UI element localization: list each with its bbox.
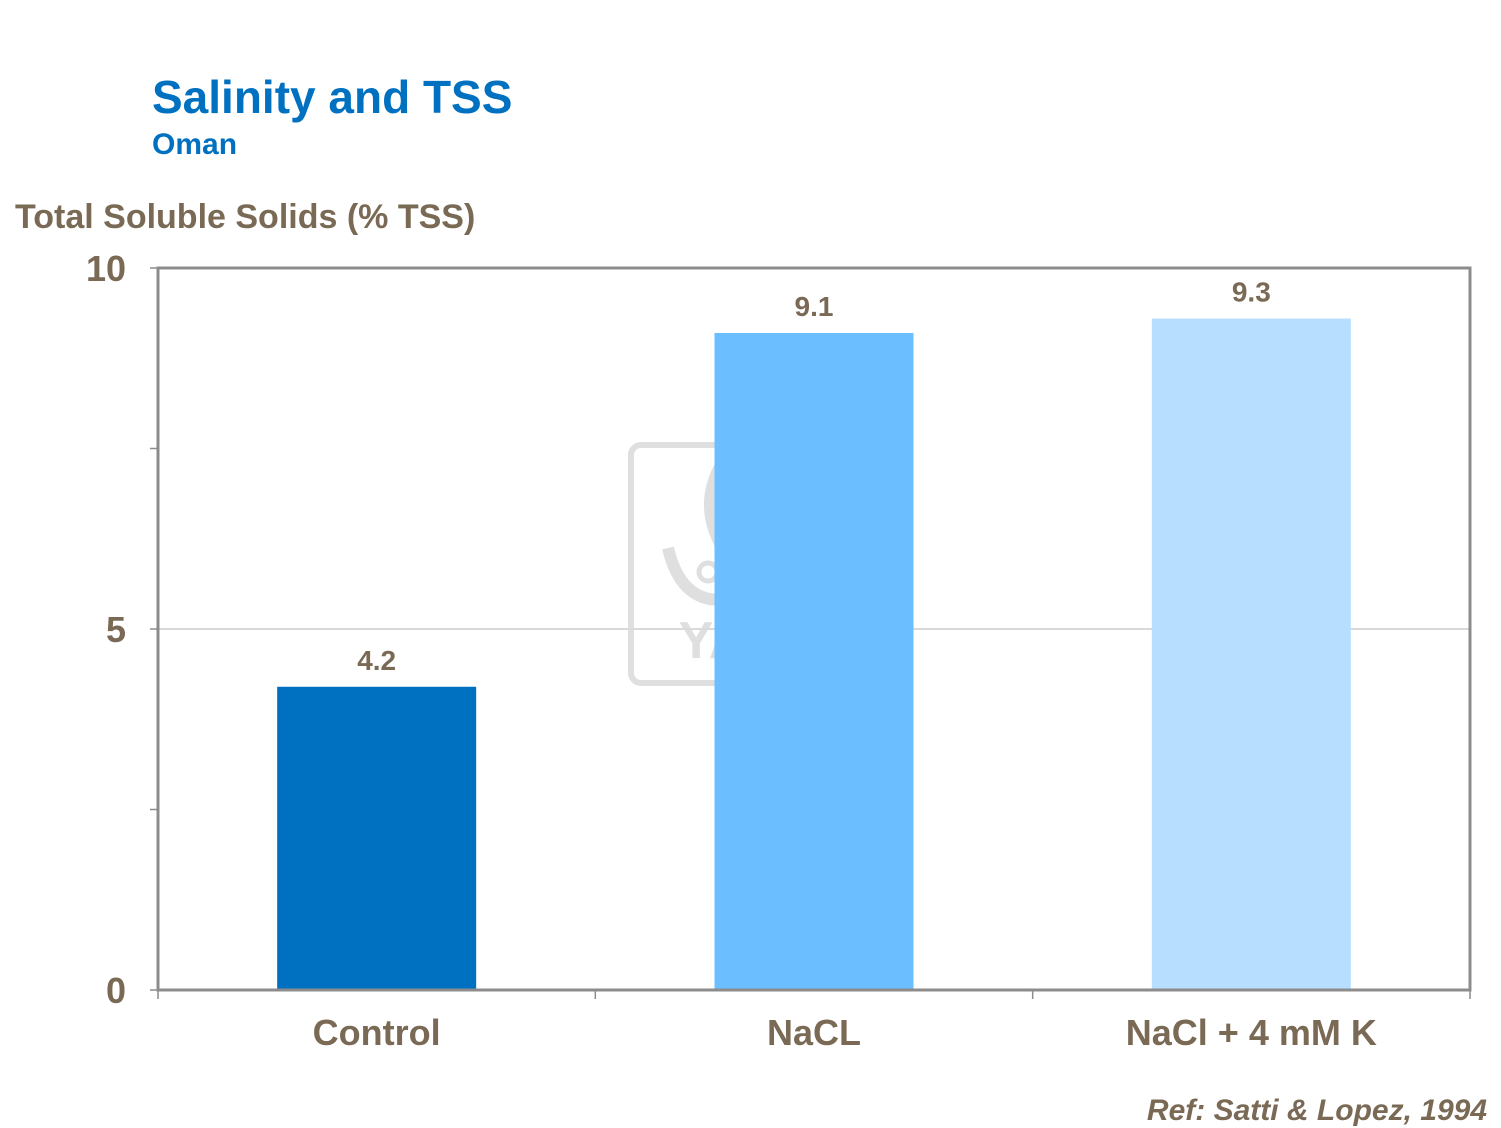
chart-title: Salinity and TSS [152, 71, 513, 123]
chart-subtitle: Oman [152, 128, 238, 161]
y-tick-label: 10 [86, 248, 126, 289]
x-tick-label: NaCl + 4 mM K [1126, 1012, 1377, 1053]
y-tick-label: 5 [106, 609, 126, 650]
y-tick-label: 0 [106, 970, 126, 1011]
labels: 0 5 10 4.2 Control 9.1 NaCL 9.3 NaCl + 4 mM K [86, 248, 1377, 1053]
axes [150, 266, 1472, 999]
data-label: 4.2 [357, 645, 396, 676]
bar [277, 686, 477, 990]
y-axis-label: Total Soluble Solids (% TSS) [15, 198, 476, 236]
x-tick-label: NaCL [767, 1012, 861, 1053]
bar [714, 332, 914, 991]
data-label: 9.1 [795, 291, 834, 322]
data-label: 9.3 [1232, 277, 1271, 308]
x-tick-label: Control [313, 1012, 441, 1053]
reference-citation: Ref: Satti & Lopez, 1994 [1146, 1094, 1487, 1127]
bar [1151, 318, 1351, 990]
bars [277, 318, 1351, 991]
